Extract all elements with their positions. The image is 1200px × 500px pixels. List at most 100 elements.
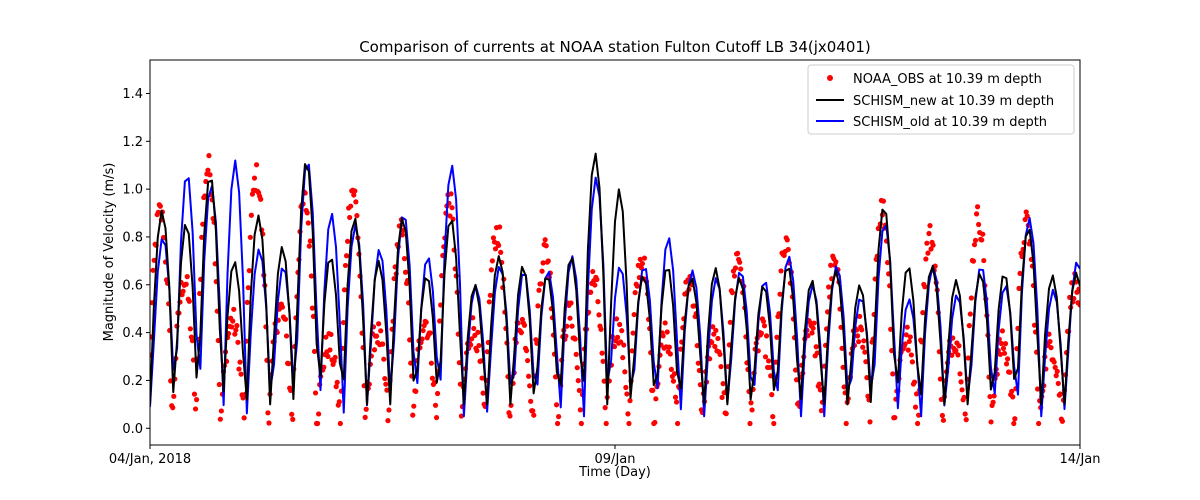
obs-point <box>596 312 602 318</box>
obs-point <box>306 243 312 249</box>
obs-point <box>998 340 1004 347</box>
y-tick-label: 0.0 <box>122 422 143 437</box>
obs-point <box>906 338 912 345</box>
obs-point <box>963 417 969 423</box>
obs-point <box>678 346 684 352</box>
legend-label-schism-new: SCHISM_new at 10.39 m depth <box>853 94 1054 109</box>
obs-point <box>574 365 580 371</box>
obs-point <box>490 235 497 241</box>
obs-point <box>1047 338 1053 345</box>
obs-point <box>958 379 964 385</box>
model-lines <box>150 152 1080 418</box>
obs-point <box>904 324 910 330</box>
obs-point <box>304 210 310 216</box>
obs-point <box>241 415 247 421</box>
obs-point <box>305 220 311 226</box>
obs-point <box>652 419 658 426</box>
obs-point <box>863 359 869 365</box>
obs-point <box>793 377 800 383</box>
obs-point <box>949 352 955 358</box>
obs-point <box>603 420 609 427</box>
obs-point <box>384 387 390 393</box>
obs-point <box>770 414 776 420</box>
obs-point <box>351 192 357 198</box>
obs-point <box>811 320 817 326</box>
obs-point <box>781 252 787 259</box>
obs-point <box>341 287 348 293</box>
obs-point <box>316 411 322 417</box>
obs-point <box>999 328 1006 334</box>
obs-point <box>766 358 772 364</box>
obs-point <box>828 262 834 268</box>
obs-point <box>760 318 767 324</box>
obs-point <box>216 381 222 388</box>
obs-point <box>818 408 824 414</box>
obs-point <box>530 408 536 414</box>
obs-point <box>617 321 623 328</box>
obs-point <box>420 327 426 334</box>
obs-point <box>386 407 392 413</box>
obs-point <box>411 403 417 409</box>
obs-point <box>552 374 559 380</box>
obs-point <box>843 420 849 427</box>
obs-point <box>727 319 733 325</box>
obs-point <box>237 359 243 365</box>
obs-point <box>1051 359 1057 365</box>
obs-point <box>664 329 670 335</box>
obs-point <box>484 349 490 355</box>
obs-point <box>289 411 295 417</box>
obs-point <box>860 344 866 350</box>
obs-point <box>380 341 386 347</box>
obs-point <box>854 333 861 339</box>
obs-point <box>763 333 770 339</box>
obs-point <box>1023 209 1029 215</box>
obs-point <box>600 358 606 364</box>
y-tick-label: 0.8 <box>122 230 143 245</box>
obs-point <box>650 387 656 393</box>
obs-point <box>959 387 965 393</box>
obs-point <box>539 268 545 274</box>
obs-point <box>672 394 679 400</box>
obs-point <box>383 381 389 387</box>
obs-point <box>939 412 946 419</box>
x-axis-label: Time (Day) <box>578 465 651 480</box>
obs-point <box>862 349 868 355</box>
y-tick-label: 1.4 <box>122 87 143 102</box>
obs-point <box>429 375 436 381</box>
obs-point <box>521 322 528 328</box>
obs-point <box>573 351 579 357</box>
obs-point <box>810 325 816 331</box>
y-tick-label: 0.6 <box>122 278 143 293</box>
obs-point <box>976 221 982 228</box>
obs-point <box>595 299 601 305</box>
obs-point <box>987 393 993 400</box>
obs-point <box>337 420 343 427</box>
obs-point <box>738 266 744 272</box>
obs-point <box>217 416 223 422</box>
obs-point <box>749 407 755 413</box>
obs-point <box>449 205 455 211</box>
obs-point <box>892 414 898 421</box>
obs-point <box>927 223 933 229</box>
obs-point <box>955 352 961 358</box>
obs-point <box>630 330 636 336</box>
obs-point <box>925 250 931 256</box>
obs-point <box>613 316 620 322</box>
obs-point <box>773 359 779 365</box>
obs-point <box>1000 345 1007 351</box>
obs-point <box>920 310 926 316</box>
obs-point <box>427 330 433 336</box>
obs-point <box>718 364 724 370</box>
obs-point <box>479 375 485 381</box>
obs-point <box>962 411 968 417</box>
obs-point <box>402 269 409 275</box>
obs-point <box>598 326 604 332</box>
obs-point <box>507 413 513 419</box>
obs-point <box>1004 356 1011 362</box>
obs-point <box>748 400 754 406</box>
obs-point <box>857 313 863 319</box>
obs-point <box>695 360 701 366</box>
obs-point <box>193 397 200 403</box>
obs-point <box>471 325 477 332</box>
obs-point <box>410 412 416 418</box>
